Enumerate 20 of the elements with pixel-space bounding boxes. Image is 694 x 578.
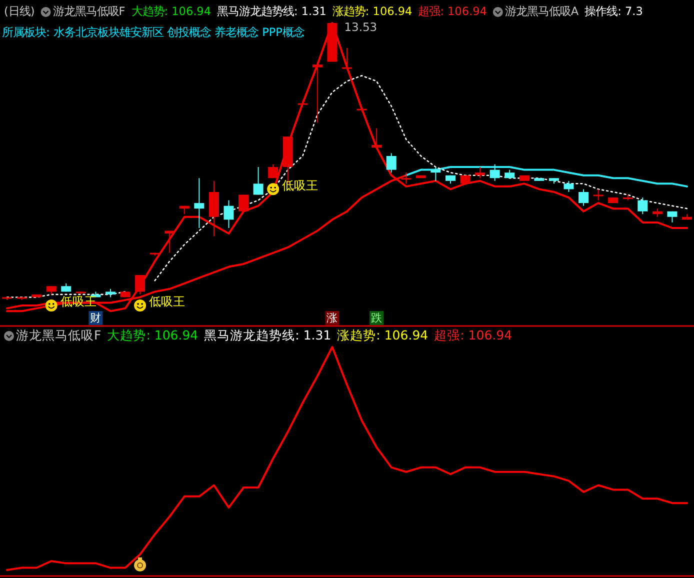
text: 游龙黑马低吸F bbox=[52, 5, 126, 18]
text: 黑马游龙趋势线: 1.31 bbox=[217, 5, 326, 18]
text: 大趋势: 106.94 bbox=[107, 327, 198, 342]
text: 黑马游龙趋势线: 1.31 bbox=[204, 327, 332, 342]
text: 超强: 106.94 bbox=[434, 327, 512, 342]
text: 游龙黑马低吸A bbox=[504, 5, 579, 18]
annotation: 13.53 bbox=[344, 20, 378, 34]
annotation: 低吸王 bbox=[282, 178, 318, 192]
text: (日线) bbox=[4, 5, 35, 18]
annotation: 低吸王 bbox=[149, 294, 186, 309]
text: 大趋势: 106.94 bbox=[131, 5, 211, 18]
text: 游龙黑马低吸F bbox=[16, 327, 102, 342]
text: 涨 bbox=[326, 312, 338, 325]
text: 涨趋势: 106.94 bbox=[337, 327, 428, 342]
text: 操作线: 7.3 bbox=[584, 5, 643, 18]
annotation: 所属板块: 水务北京板块雄安新区 创投概念 养老概念 PPP概念 bbox=[2, 26, 304, 40]
text: 超强: 106.94 bbox=[418, 5, 487, 18]
text: 涨趋势: 106.94 bbox=[332, 5, 412, 18]
text: 跌 bbox=[371, 312, 382, 325]
text: 财 bbox=[90, 312, 102, 325]
